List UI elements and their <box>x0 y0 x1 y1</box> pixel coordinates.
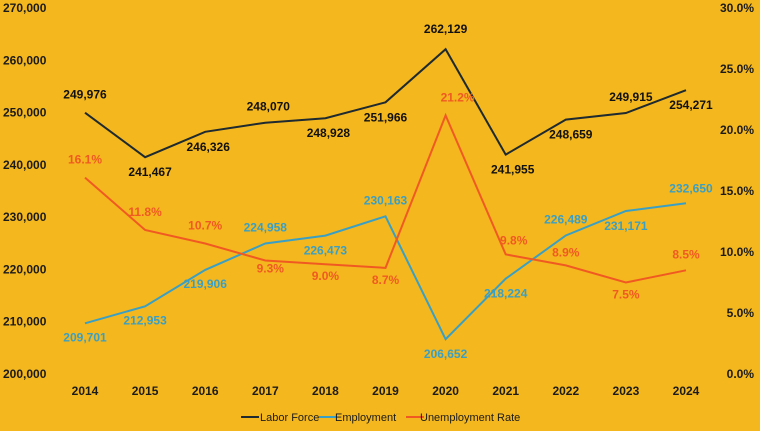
labor-force-data-label: 249,915 <box>609 90 653 104</box>
unemployment-rate-data-label: 9.8% <box>500 233 528 247</box>
y-right-tick-label: 15.0% <box>720 184 754 198</box>
y-right-tick-label: 5.0% <box>727 306 755 320</box>
x-tick-label: 2014 <box>72 384 99 398</box>
y-left-tick-label: 230,000 <box>3 210 47 224</box>
y-right-tick-label: 0.0% <box>727 367 755 381</box>
right-axis-ticks: 0.0% 5.0% 10.0% 15.0% 20.0% 25.0% 30.0% <box>720 1 754 381</box>
y-left-tick-label: 260,000 <box>3 53 47 67</box>
unemployment-rate-data-label: 11.8% <box>128 205 162 219</box>
x-tick-label: 2017 <box>252 384 279 398</box>
employment-data-label: 219,906 <box>184 277 228 291</box>
employment-data-label: 209,701 <box>63 330 107 344</box>
data-labels: 249,976 241,467 246,326 248,070 248,928 251,9… <box>63 22 713 361</box>
labor-force-data-label: 248,928 <box>307 126 351 140</box>
employment-data-label: 231,171 <box>604 219 648 233</box>
x-tick-label: 2016 <box>192 384 219 398</box>
labor-force-data-label: 251,966 <box>364 110 408 124</box>
x-tick-label: 2015 <box>132 384 159 398</box>
x-tick-label: 2024 <box>673 384 700 398</box>
employment-data-label: 230,163 <box>364 193 408 207</box>
y-left-tick-label: 210,000 <box>3 315 47 329</box>
employment-data-label: 212,953 <box>123 313 167 327</box>
unemployment-rate-data-label: 8.7% <box>372 273 400 287</box>
unemployment-rate-data-label: 9.0% <box>312 269 340 283</box>
labor-force-line <box>84 47 687 159</box>
unemployment-rate-legend-label: Unemployment Rate <box>420 412 520 424</box>
employment-data-label: 206,652 <box>424 347 468 361</box>
employment-line <box>84 202 687 341</box>
unemployment-rate-data-label: 9.3% <box>257 262 285 276</box>
y-right-tick-label: 25.0% <box>720 62 754 76</box>
labor-force-data-label: 248,070 <box>247 100 291 114</box>
y-right-tick-label: 30.0% <box>720 1 754 15</box>
employment-data-label: 218,224 <box>484 287 528 301</box>
x-tick-label: 2022 <box>552 384 579 398</box>
unemployment-rate-data-label: 10.7% <box>188 219 222 233</box>
x-axis-ticks: 2014 2015 2016 2017 2018 2019 2020 2021 2022 2023… <box>72 384 700 398</box>
y-right-tick-label: 20.0% <box>720 123 754 137</box>
unemployment-rate-data-label: 7.5% <box>612 288 640 302</box>
labor-force-data-label: 241,467 <box>128 165 172 179</box>
unemployment-rate-data-label: 8.9% <box>552 245 580 259</box>
unemployment-rate-line <box>84 112 687 284</box>
legend: Labor Force Employment Unemployment Rate <box>241 412 520 424</box>
labor-force-data-label: 262,129 <box>424 22 468 36</box>
labor-force-legend-label: Labor Force <box>260 412 319 424</box>
y-left-tick-label: 240,000 <box>3 158 47 172</box>
x-tick-label: 2019 <box>372 384 399 398</box>
employment-data-label: 224,958 <box>244 221 288 235</box>
x-tick-label: 2018 <box>312 384 339 398</box>
unemployment-rate-data-label: 21.2% <box>441 90 475 104</box>
series-lines <box>84 47 687 341</box>
labor-force-data-label: 241,955 <box>491 163 535 177</box>
employment-legend-label: Employment <box>335 412 396 424</box>
employment-data-label: 232,650 <box>669 181 713 195</box>
x-tick-label: 2023 <box>613 384 640 398</box>
employment-data-label: 226,489 <box>544 213 588 227</box>
labor-force-data-label: 246,326 <box>187 140 231 154</box>
unemployment-rate-data-label: 8.5% <box>672 247 700 261</box>
y-right-tick-label: 10.0% <box>720 245 754 259</box>
y-left-tick-label: 270,000 <box>3 1 47 15</box>
labor-force-data-label: 249,976 <box>63 88 107 102</box>
unemployment-rate-data-label: 16.1% <box>68 153 102 167</box>
x-tick-label: 2021 <box>492 384 519 398</box>
y-left-tick-label: 200,000 <box>3 367 47 381</box>
labor-force-data-label: 248,659 <box>549 128 593 142</box>
y-left-tick-label: 220,000 <box>3 262 47 276</box>
y-left-tick-label: 250,000 <box>3 106 47 120</box>
labor-force-data-label: 254,271 <box>669 98 713 112</box>
employment-data-label: 226,473 <box>304 244 348 258</box>
x-tick-label: 2020 <box>432 384 459 398</box>
left-axis-ticks: 200,000 210,000 220,000 230,000 240,000 250,0… <box>3 1 47 381</box>
